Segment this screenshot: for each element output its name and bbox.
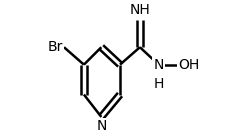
Text: OH: OH	[179, 58, 200, 72]
Text: NH: NH	[130, 3, 150, 17]
Text: H: H	[153, 77, 164, 91]
Text: Br: Br	[47, 40, 63, 54]
Text: N: N	[96, 119, 107, 133]
Text: N: N	[153, 58, 164, 72]
